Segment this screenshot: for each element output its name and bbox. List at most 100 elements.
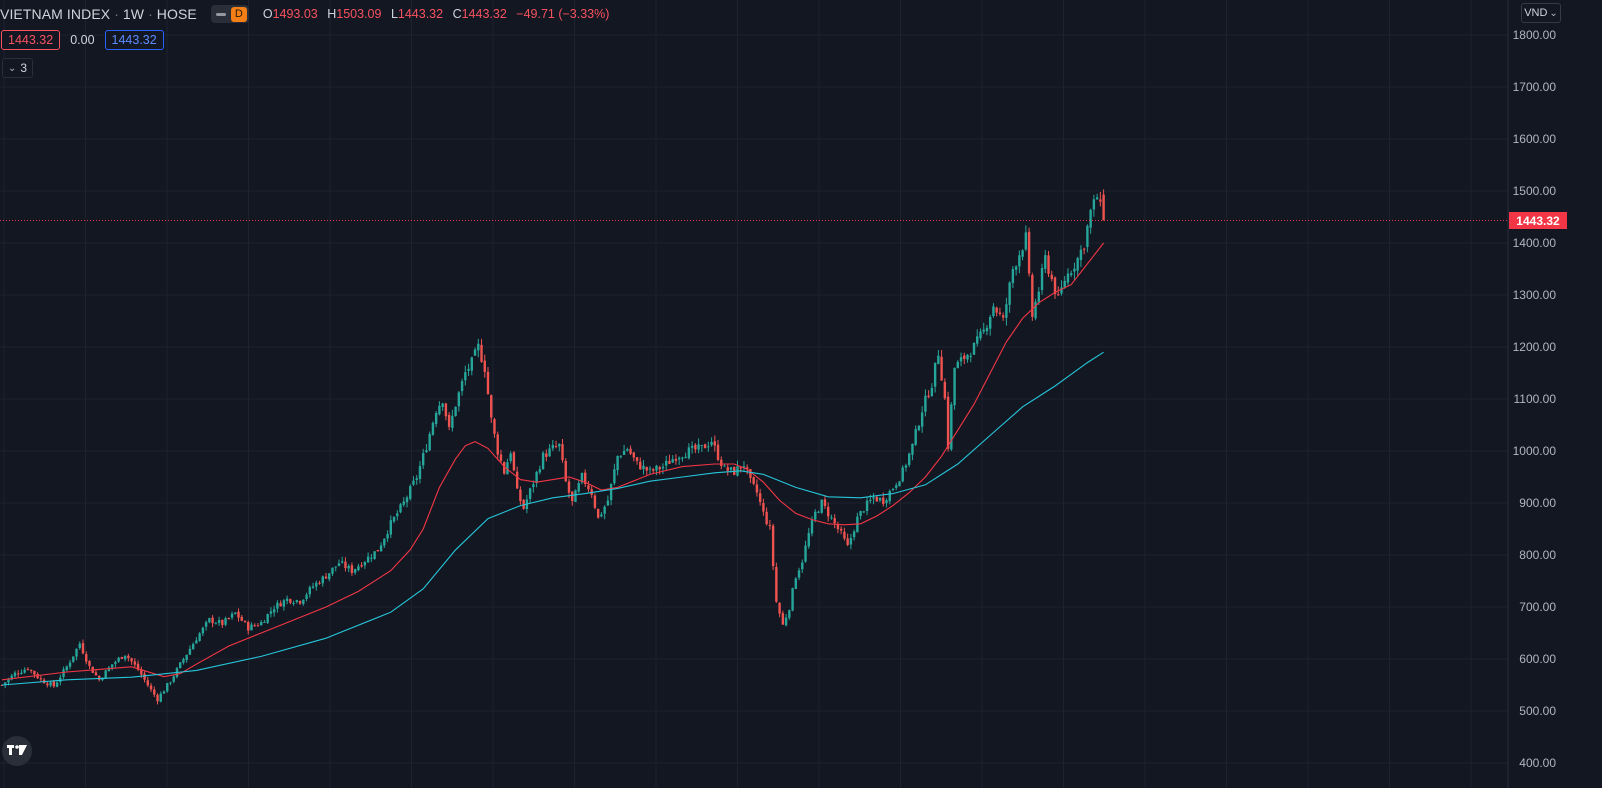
candle-body [308, 587, 311, 595]
candle [272, 605, 276, 617]
candle-body [839, 528, 843, 531]
interval-label[interactable]: 1W [122, 6, 145, 22]
candle-body [253, 625, 256, 627]
candle [230, 611, 234, 620]
candle [671, 455, 674, 464]
candle-body [473, 349, 477, 356]
candle [551, 440, 554, 452]
candle [117, 656, 120, 663]
candle-body [645, 467, 648, 471]
candle-body [110, 664, 114, 668]
candle-body [661, 466, 665, 469]
candle [146, 676, 149, 688]
candle [1027, 227, 1031, 277]
candle-body [648, 468, 652, 470]
candle [240, 615, 243, 622]
candle [20, 669, 23, 675]
candle [1073, 262, 1076, 280]
candle [159, 691, 162, 703]
candle [153, 686, 156, 698]
high-label: H [327, 7, 337, 21]
candle [616, 455, 619, 476]
candle [234, 612, 237, 615]
candle [1095, 193, 1099, 200]
candle-body [969, 355, 972, 357]
candle-body [665, 460, 668, 466]
candle [208, 617, 211, 624]
candle-body [7, 678, 10, 683]
candle [752, 476, 755, 486]
candle [65, 665, 68, 672]
symbol-name[interactable]: VIETNAM INDEX [0, 6, 111, 22]
candle [519, 486, 522, 505]
candle [308, 585, 311, 598]
candle [42, 678, 46, 684]
candle-body [603, 506, 606, 514]
candle-body [444, 403, 448, 417]
candle [201, 626, 205, 636]
candle [603, 505, 606, 520]
status-badges[interactable]: D [210, 5, 249, 23]
candle-body [396, 513, 399, 517]
candle [237, 608, 240, 622]
candle [658, 465, 661, 475]
tradingview-logo[interactable] [2, 736, 32, 766]
candle-body [328, 573, 331, 580]
ma-slow-value[interactable]: 1443.32 [104, 30, 164, 50]
candle [771, 523, 775, 571]
candle [431, 421, 435, 436]
close-value: 1443.32 [461, 7, 507, 21]
candle [480, 338, 483, 363]
candle-body [1092, 199, 1096, 210]
minus-icon[interactable] [213, 7, 229, 21]
price-tick-label: 1500.00 [1513, 184, 1557, 198]
candle-body [940, 356, 943, 381]
ma-mid-value: 0.00 [70, 33, 95, 47]
candle [402, 497, 405, 507]
candle [580, 472, 584, 485]
candle [908, 452, 911, 468]
candle [17, 670, 20, 678]
candle-body [101, 678, 104, 681]
candle-body [392, 516, 396, 522]
candle-body [460, 381, 464, 392]
candle [26, 667, 30, 671]
candle-body [707, 446, 710, 448]
candle-body [528, 488, 532, 499]
candle-body [989, 316, 992, 329]
currency-selector[interactable]: VND ⌄ [1521, 3, 1561, 23]
candle-body [438, 405, 441, 415]
price-axis[interactable]: 1800.00 1700.00 1600.00 1500.00 1400.00 1300.… [1507, 0, 1557, 788]
candle-body [318, 582, 321, 584]
candle-body [765, 511, 768, 525]
candle [1086, 224, 1089, 253]
candle [318, 580, 321, 585]
candle [629, 445, 632, 455]
candle-body [908, 453, 911, 465]
indicators-collapse-button[interactable]: ⌄ 3 [2, 58, 34, 78]
candle [127, 653, 130, 662]
data-delay-badge[interactable]: D [230, 6, 247, 22]
candle-body [447, 414, 451, 427]
ma-fast-value[interactable]: 1443.32 [1, 30, 61, 50]
candle-body [1086, 225, 1089, 247]
candle [483, 354, 486, 378]
candle-body [247, 622, 250, 631]
candle-body [758, 493, 762, 502]
candle [674, 454, 678, 465]
candle [399, 503, 402, 514]
candle-body [784, 617, 788, 626]
candle [195, 637, 198, 644]
candle-body [564, 460, 567, 482]
candle-body [622, 450, 626, 455]
candle [334, 566, 337, 572]
candle [872, 493, 875, 505]
candle-body [567, 481, 571, 493]
candle-body [937, 355, 940, 364]
candle-body [1070, 273, 1073, 276]
candle [1037, 287, 1040, 305]
candle-body [584, 472, 587, 485]
candle-body [282, 600, 286, 607]
candle-body [506, 462, 509, 475]
